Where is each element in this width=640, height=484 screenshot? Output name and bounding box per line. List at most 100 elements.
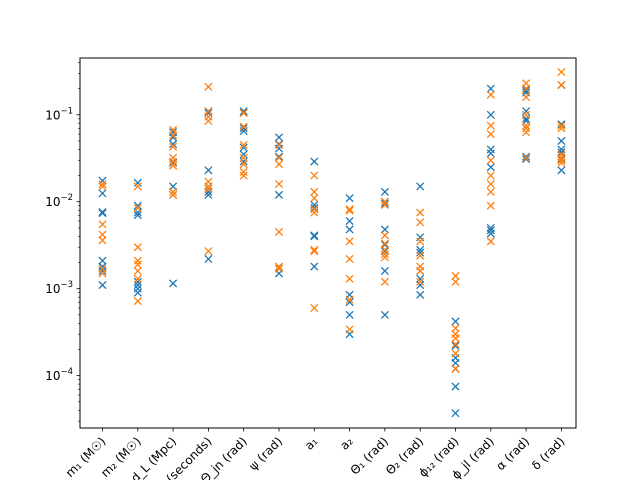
data-point-series-2 (169, 153, 178, 162)
data-point-series-2 (557, 68, 566, 77)
data-point-series-1 (486, 163, 495, 172)
data-point-series-2 (345, 205, 354, 214)
data-point-series-1 (204, 108, 213, 118)
data-point-series-1 (486, 229, 495, 238)
data-point-series-1 (416, 182, 425, 191)
data-point-series-2 (380, 253, 389, 262)
data-point-series-1 (204, 166, 213, 175)
data-point-series-1 (169, 133, 178, 142)
data-point-series-2 (557, 150, 566, 159)
data-point-series-2 (310, 194, 319, 203)
data-point-series-2 (486, 201, 495, 210)
data-point-series-2 (169, 131, 178, 140)
data-point-series-2 (486, 90, 495, 99)
data-point-series-2 (133, 243, 142, 252)
data-point-series-1 (416, 274, 425, 283)
data-point-series-1 (380, 187, 389, 196)
axes-frame (79, 57, 577, 429)
data-point-series-1 (274, 133, 284, 142)
data-point-series-1 (310, 232, 319, 241)
data-point-series-1 (345, 225, 354, 234)
data-point-series-1 (133, 281, 142, 290)
data-point-series-1 (380, 266, 389, 276)
data-point-series-1 (486, 149, 495, 158)
data-point-series-2 (522, 84, 531, 93)
data-point-series-1 (169, 279, 178, 288)
data-point-series-1 (522, 107, 531, 116)
data-point-series-2 (133, 256, 142, 265)
data-point-series-1 (557, 166, 566, 175)
data-point-series-2 (451, 364, 460, 373)
data-point-series-2 (310, 245, 319, 254)
data-point-series-1 (416, 245, 425, 254)
data-point-series-2 (345, 325, 354, 334)
data-point-series-1 (380, 225, 389, 234)
data-point-series-2 (486, 237, 495, 246)
data-point-series-1 (310, 157, 319, 166)
data-point-series-2 (274, 227, 284, 236)
data-point-series-2 (522, 153, 531, 162)
data-point-series-2 (451, 277, 460, 286)
data-point-series-2 (274, 262, 284, 271)
data-point-series-2 (416, 208, 425, 217)
data-point-series-1 (98, 208, 107, 217)
data-point-series-2 (169, 187, 178, 196)
data-point-series-2 (557, 156, 566, 165)
data-point-series-2 (486, 121, 495, 130)
data-point-series-2 (557, 124, 566, 133)
data-point-series-2 (310, 205, 319, 214)
data-point-series-2 (133, 266, 142, 276)
data-point-series-1 (310, 231, 319, 240)
data-point-series-2 (133, 297, 142, 306)
data-point-series-1 (310, 262, 319, 271)
data-point-series-1 (133, 288, 142, 297)
data-point-series-2 (98, 230, 107, 239)
data-point-series-1 (98, 281, 107, 290)
data-point-series-2 (451, 324, 460, 333)
data-point-series-1 (557, 136, 566, 146)
data-point-series-2 (380, 250, 389, 259)
data-point-series-2 (169, 190, 178, 199)
data-point-series-1 (133, 178, 142, 187)
data-point-series-2 (380, 277, 389, 286)
data-point-series-2 (345, 254, 354, 263)
data-point-series-2 (380, 231, 389, 240)
data-point-series-2 (274, 160, 284, 169)
data-point-series-2 (486, 179, 495, 189)
data-point-series-2 (486, 171, 495, 180)
data-point-series-2 (310, 208, 319, 217)
data-point-series-2 (416, 251, 425, 260)
data-point-series-1 (451, 317, 460, 326)
data-point-series-2 (486, 156, 495, 165)
data-point-series-1 (98, 189, 107, 198)
data-point-series-2 (274, 264, 284, 273)
data-point-series-2 (204, 182, 213, 191)
data-point-series-2 (486, 187, 495, 196)
data-point-series-2 (133, 182, 142, 191)
data-point-series-2 (274, 140, 284, 150)
data-point-series-1 (239, 150, 248, 159)
data-point-series-2 (557, 121, 566, 130)
data-point-series-2 (416, 266, 425, 276)
data-point-series-2 (310, 247, 319, 256)
data-point-series-1 (416, 248, 425, 257)
y-tick-label: 10−2 (45, 193, 73, 209)
data-point-series-1 (98, 266, 107, 276)
data-point-series-2 (522, 92, 531, 102)
data-point-series-2 (239, 167, 248, 177)
data-point-series-1 (522, 152, 531, 161)
y-tick-label: 10−1 (45, 106, 73, 122)
data-point-series-2 (204, 247, 213, 256)
data-point-series-2 (451, 340, 460, 349)
data-point-series-1 (204, 190, 213, 199)
data-point-series-2 (98, 179, 107, 189)
data-point-series-2 (204, 184, 213, 194)
axes-background (80, 58, 576, 428)
data-point-series-2 (204, 82, 213, 91)
data-point-series-2 (239, 108, 248, 118)
data-point-series-2 (239, 153, 248, 162)
data-point-series-1 (274, 144, 284, 153)
data-point-series-2 (380, 200, 389, 209)
